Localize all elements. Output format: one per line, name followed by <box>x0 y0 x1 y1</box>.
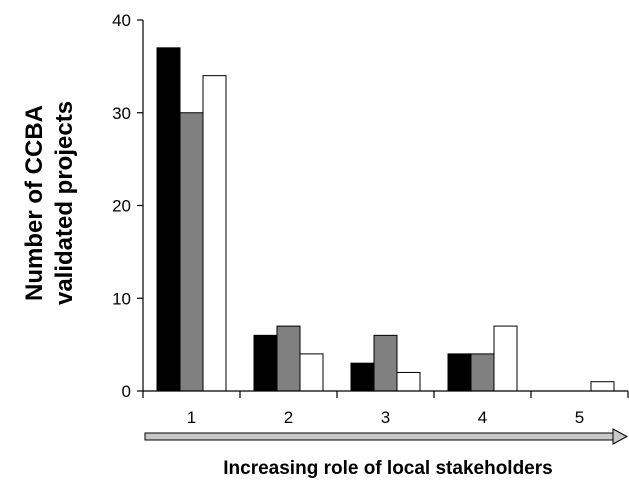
bars-group <box>156 47 615 392</box>
y-ticks-group: 0 10 20 30 40 <box>112 11 143 401</box>
x-ticks-group: 1 2 3 4 5 <box>142 391 629 427</box>
y-axis-title: Number of CCBA validated projects <box>21 101 78 305</box>
x-tick-label-3: 3 <box>381 408 390 427</box>
bar-series3-cat-4 <box>493 325 518 392</box>
bar-series2-cat-1 <box>179 112 204 392</box>
bar-series2-cat-2 <box>276 325 301 392</box>
bar-series1-cat-3 <box>350 362 375 392</box>
arrow-shaft <box>144 432 616 441</box>
y-tick-label-20: 20 <box>112 197 131 216</box>
x-tick-label-5: 5 <box>575 408 584 427</box>
y-tick-label-40: 40 <box>112 11 131 30</box>
x-tick-label-2: 2 <box>284 408 293 427</box>
y-tick-label-0: 0 <box>122 382 131 401</box>
y-tick-label-10: 10 <box>112 289 131 308</box>
bar-series3-cat-5 <box>590 381 615 392</box>
bar-series3-cat-2 <box>299 353 324 392</box>
bar-series1-cat-1 <box>156 47 181 392</box>
x-tick-label-1: 1 <box>187 408 196 427</box>
bar-series3-cat-1 <box>202 75 227 392</box>
y-axis-title-line2: validated projects <box>51 101 78 305</box>
x-axis-title: Increasing role of local stakeholders <box>223 458 552 479</box>
bar-series1-cat-4 <box>447 353 472 392</box>
y-axis-title-line1: Number of CCBA <box>21 105 48 301</box>
y-tick-label-30: 30 <box>112 104 131 123</box>
bar-series2-cat-3 <box>373 334 398 392</box>
arrow-head <box>612 428 629 445</box>
x-axis-arrow <box>144 428 629 445</box>
bar-series1-cat-2 <box>253 334 278 392</box>
bar-series3-cat-3 <box>396 371 421 392</box>
x-tick-label-4: 4 <box>478 408 487 427</box>
bar-series2-cat-4 <box>470 353 495 392</box>
